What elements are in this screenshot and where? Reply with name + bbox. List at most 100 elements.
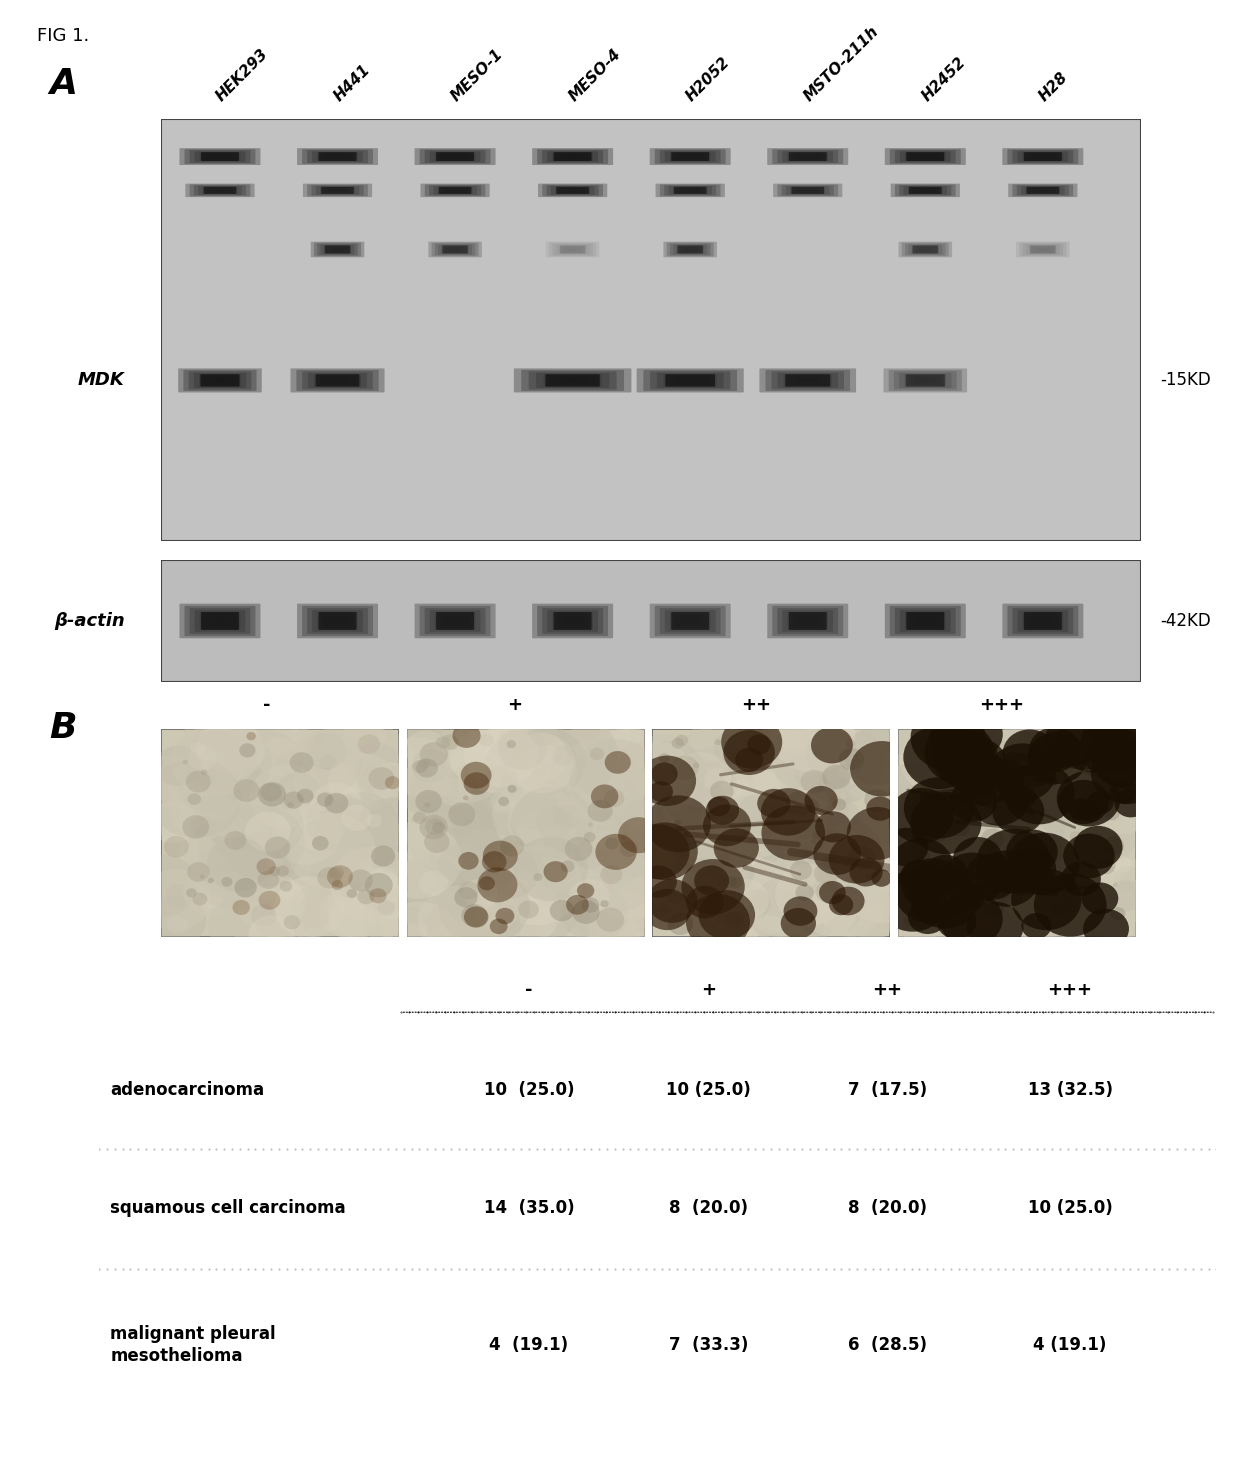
FancyBboxPatch shape [543,375,601,387]
Circle shape [914,754,998,828]
Circle shape [387,857,469,928]
Circle shape [714,828,759,867]
Circle shape [970,802,1043,865]
Circle shape [303,811,365,865]
Circle shape [498,728,547,769]
Circle shape [288,802,305,818]
FancyBboxPatch shape [890,606,961,636]
FancyBboxPatch shape [650,148,730,165]
Circle shape [296,788,314,803]
Circle shape [890,788,954,843]
Circle shape [196,720,264,780]
Circle shape [1011,828,1030,846]
Circle shape [954,741,1045,821]
FancyBboxPatch shape [895,184,956,196]
Circle shape [383,737,450,796]
Circle shape [720,879,769,922]
Circle shape [954,837,1002,880]
Circle shape [866,873,874,880]
Circle shape [600,865,622,885]
Circle shape [249,916,295,956]
FancyBboxPatch shape [777,150,838,163]
Circle shape [848,846,875,870]
Circle shape [646,796,711,852]
Circle shape [968,817,1042,880]
Circle shape [463,796,469,800]
Circle shape [686,894,750,950]
FancyBboxPatch shape [513,369,631,393]
Circle shape [1063,833,1115,879]
Circle shape [525,731,554,757]
Circle shape [713,732,753,766]
Circle shape [1003,729,1056,777]
Circle shape [675,848,688,860]
Circle shape [748,748,820,811]
Circle shape [868,885,962,966]
Circle shape [1050,750,1142,831]
Circle shape [832,799,846,811]
Circle shape [1121,722,1143,741]
FancyBboxPatch shape [890,184,960,197]
FancyBboxPatch shape [1028,615,1058,627]
Circle shape [1004,745,1059,793]
Circle shape [621,834,627,840]
Circle shape [604,790,625,808]
Circle shape [543,806,625,877]
FancyBboxPatch shape [792,615,823,627]
Circle shape [515,880,582,938]
Circle shape [419,870,449,895]
Circle shape [207,877,213,883]
Circle shape [315,891,355,925]
FancyBboxPatch shape [894,372,957,390]
Circle shape [1073,781,1127,828]
Circle shape [934,831,945,843]
Circle shape [274,876,345,938]
FancyBboxPatch shape [327,246,348,252]
FancyBboxPatch shape [435,612,475,630]
Circle shape [614,825,701,903]
FancyBboxPatch shape [670,612,711,630]
Circle shape [704,785,724,802]
Circle shape [867,711,944,778]
Circle shape [599,722,631,750]
Circle shape [508,883,577,944]
FancyBboxPatch shape [546,242,599,258]
Circle shape [341,805,372,831]
Circle shape [811,839,816,845]
Circle shape [832,713,921,790]
FancyBboxPatch shape [1023,153,1063,162]
Circle shape [448,898,474,920]
Circle shape [900,860,937,892]
Circle shape [476,894,518,931]
Text: 10 (25.0): 10 (25.0) [1028,1199,1112,1217]
Circle shape [1045,714,1104,765]
FancyBboxPatch shape [768,148,848,165]
Circle shape [564,837,593,861]
Circle shape [233,780,259,802]
Circle shape [830,894,853,916]
Circle shape [801,771,827,793]
FancyBboxPatch shape [681,188,699,193]
Circle shape [904,777,975,839]
Circle shape [1040,825,1117,892]
Circle shape [574,840,606,870]
FancyBboxPatch shape [321,245,355,255]
Circle shape [570,774,603,802]
Circle shape [365,873,393,898]
FancyBboxPatch shape [528,372,616,390]
Circle shape [844,726,913,785]
FancyBboxPatch shape [636,369,744,393]
FancyBboxPatch shape [321,187,353,194]
FancyBboxPatch shape [424,608,486,634]
Circle shape [439,867,529,946]
Circle shape [244,812,290,852]
FancyBboxPatch shape [200,153,241,162]
Circle shape [1019,708,1092,771]
FancyBboxPatch shape [311,185,363,196]
Circle shape [517,811,564,852]
Circle shape [704,768,732,791]
FancyBboxPatch shape [419,606,491,636]
Circle shape [704,840,795,919]
FancyBboxPatch shape [773,150,843,165]
FancyBboxPatch shape [205,615,236,627]
